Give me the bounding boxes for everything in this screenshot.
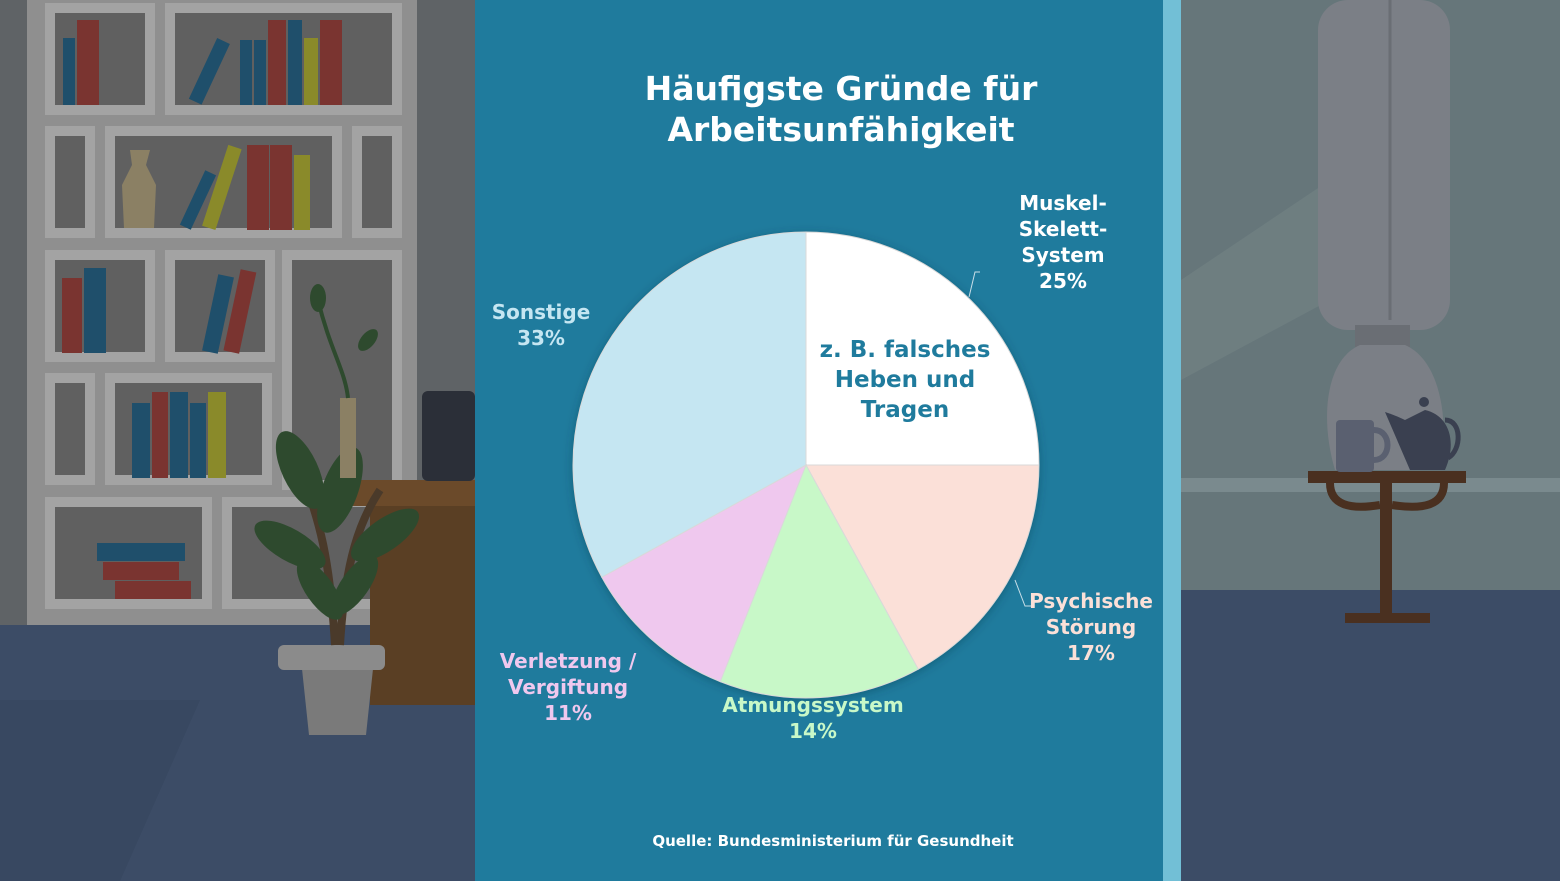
- label-value: 25%: [1039, 269, 1087, 293]
- chart-title-line-2: Arbeitsunfähigkeit: [667, 110, 1015, 149]
- pie-slices: [572, 231, 1040, 699]
- label-line: Vergiftung: [507, 675, 629, 699]
- slice-label-muskel-skelett-system: Muskel- Skelett- System 25%: [1019, 190, 1108, 294]
- pie-slice-atmung: [719, 463, 919, 699]
- chart-title-line-1: Häufigste Gründe für: [644, 69, 1038, 108]
- leader-line-psychisch: [1014, 579, 1031, 607]
- label-line: Störung: [1045, 615, 1137, 639]
- label-value: 17%: [1067, 641, 1115, 665]
- slice-label-sonstige: Sonstige 33%: [492, 299, 591, 351]
- pie-slice-verletzung: [601, 463, 807, 683]
- pie-chart: [572, 231, 1040, 699]
- label-value: 14%: [789, 719, 837, 743]
- side-table: [1308, 397, 1466, 623]
- potted-plant: [254, 284, 420, 735]
- slice-label-psychische-stoerung: Psychische Störung 17%: [1029, 588, 1153, 666]
- label-line: Sonstige: [491, 300, 591, 324]
- label-line: Psychische: [1029, 589, 1153, 613]
- chart-title: Häufigste Gründe für Arbeitsunfähigkeit: [475, 68, 1207, 150]
- label-line: Verletzung /: [499, 649, 637, 673]
- label-line: Skelett-: [1018, 217, 1108, 241]
- annotation-line: z. B. falsches: [819, 337, 991, 363]
- slice-label-verletzung-vergiftung: Verletzung / Vergiftung 11%: [500, 648, 637, 726]
- leader-line-muskel: [968, 271, 980, 298]
- source-note: Quelle: Bundesministerium für Gesundheit: [652, 832, 1014, 850]
- pie-slice-psychisch: [805, 464, 1040, 670]
- leader-lines: [968, 271, 1031, 607]
- panel-accent-edge: [1163, 0, 1181, 881]
- right-floor: [1181, 590, 1560, 881]
- slice-label-atmungssystem: Atmungssystem 14%: [722, 692, 903, 744]
- annotation-line: Tragen: [860, 397, 950, 423]
- curtain: [1318, 0, 1450, 470]
- pie-slice-sonstige: [572, 231, 807, 578]
- label-line: Muskel-: [1019, 191, 1107, 215]
- label-line: System: [1021, 243, 1105, 267]
- annotation-line: Heben und: [834, 367, 976, 393]
- label-value: 33%: [517, 326, 565, 350]
- slice-annotation: z. B. falsches Heben und Tragen: [820, 335, 991, 425]
- label-line: Atmungssystem: [722, 693, 904, 717]
- pie-slice-muskel: [805, 231, 1040, 466]
- bookshelf: [27, 0, 417, 625]
- label-value: 11%: [544, 701, 592, 725]
